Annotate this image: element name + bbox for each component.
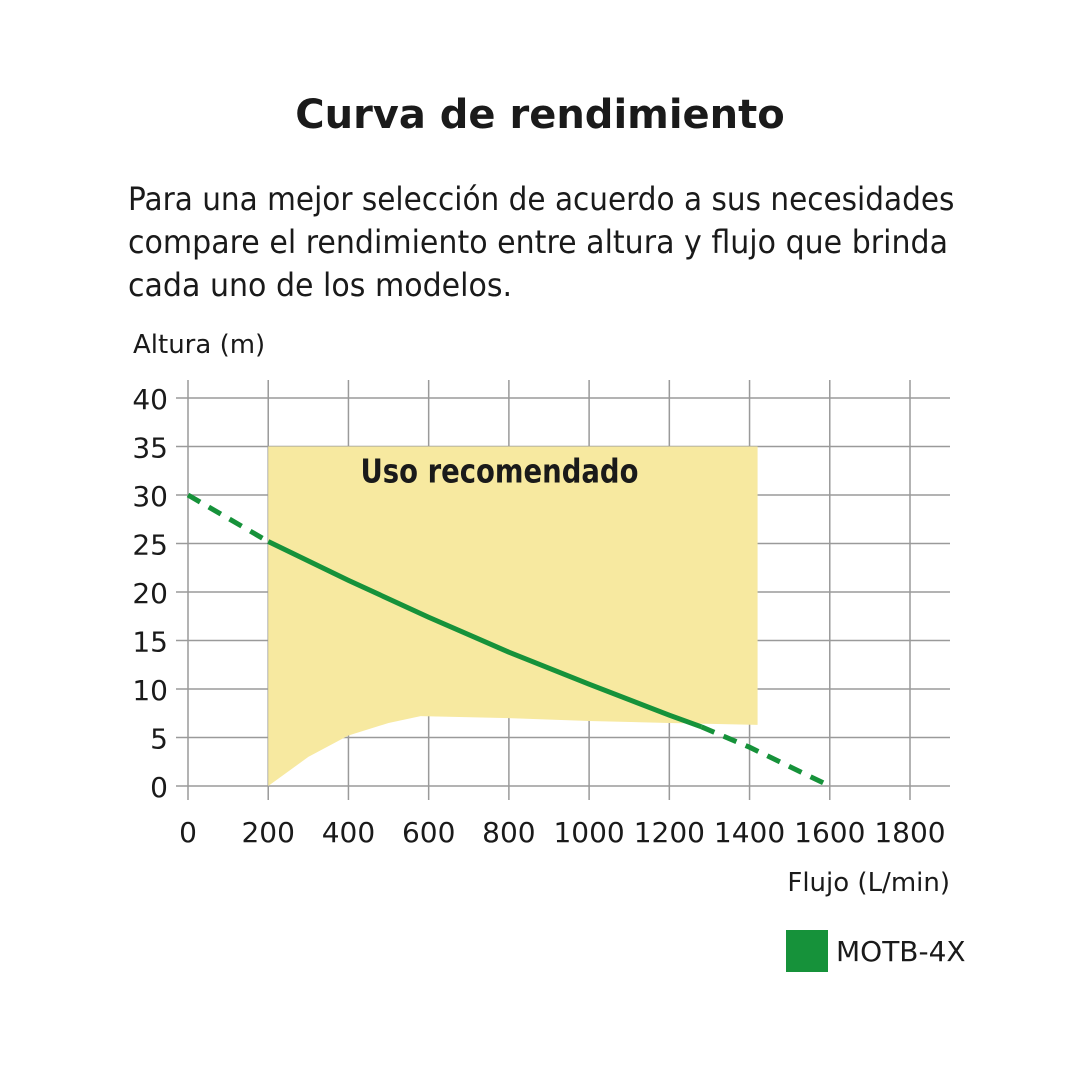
legend: MOTB-4X: [786, 930, 966, 972]
legend-swatch: [786, 930, 828, 972]
y-tick-label: 25: [132, 529, 168, 562]
legend-label: MOTB-4X: [836, 934, 966, 968]
y-axis-label: Altura (m): [133, 330, 265, 360]
y-tick-label: 40: [132, 383, 168, 416]
x-tick-label: 1400: [714, 816, 785, 849]
x-tick-labels: 0 200 400 600 800 1000 1200 1400 1600 1800: [179, 816, 946, 849]
series-group: [186, 492, 831, 789]
recommended-region: [268, 446, 758, 786]
series-line-dashed-end: [700, 724, 831, 789]
page-title: Curva de rendimiento: [295, 92, 785, 138]
x-tick-label: 600: [402, 816, 455, 849]
x-tick-label: 1800: [874, 816, 945, 849]
y-tick-label: 30: [132, 480, 168, 513]
y-tick-labels: 0 5 10 15 20 25 30 35 40: [132, 383, 168, 804]
y-tick-label: 15: [132, 626, 168, 659]
y-tick-label: 35: [132, 432, 168, 465]
y-tick-label: 20: [132, 577, 168, 610]
y-tick-label: 5: [150, 723, 168, 756]
x-tick-label: 800: [482, 816, 535, 849]
description-line-1: Para una mejor selección de acuerdo a su…: [128, 180, 955, 218]
x-tick-label: 1600: [794, 816, 865, 849]
series-line-dashed-start: [186, 492, 270, 544]
y-tick-label: 10: [132, 674, 168, 707]
recommended-region-label: Uso recomendado: [360, 451, 638, 490]
x-tick-label: 1000: [553, 816, 624, 849]
description-line-3: cada uno de los modelos.: [128, 266, 513, 304]
x-tick-label: 1200: [634, 816, 705, 849]
description: Para una mejor selección de acuerdo a su…: [128, 178, 1008, 307]
y-tick-label: 0: [150, 771, 168, 804]
series-line-solid: [267, 539, 703, 730]
x-tick-label: 400: [322, 816, 375, 849]
description-line-2: compare el rendimiento entre altura y fl…: [128, 223, 948, 261]
x-axis-label: Flujo (L/min): [787, 868, 950, 898]
x-tick-label: 200: [241, 816, 294, 849]
x-tick-label: 0: [179, 816, 197, 849]
